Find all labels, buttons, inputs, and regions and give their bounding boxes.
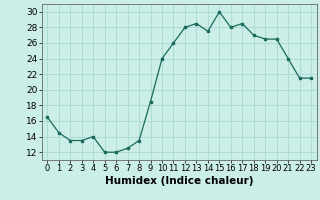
X-axis label: Humidex (Indice chaleur): Humidex (Indice chaleur) xyxy=(105,176,253,186)
